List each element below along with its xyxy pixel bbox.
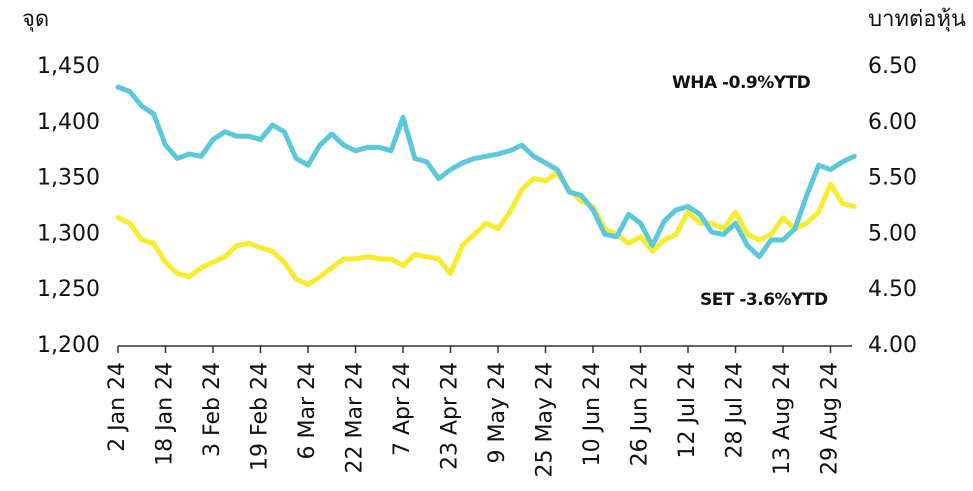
- x-tick-label: 10 Jun 24: [580, 362, 605, 466]
- x-tick-label: 22 Mar 24: [343, 362, 368, 473]
- x-tick-label: 23 Apr 24: [438, 362, 463, 470]
- y2-tick-label: 4.50: [868, 277, 917, 302]
- y2-axis-title: บาทต่อหุ้น: [868, 7, 966, 32]
- y-tick-label: 1,200: [37, 333, 100, 358]
- y-axis-title: จุด: [22, 7, 49, 32]
- y2-tick-label: 5.00: [868, 221, 917, 246]
- x-tick-label: 13 Aug 24: [770, 362, 795, 475]
- y2-tick-label: 5.50: [868, 166, 917, 191]
- y2-tick-label: 4.00: [868, 333, 917, 358]
- y-tick-label: 1,400: [37, 110, 100, 135]
- x-tick-label: 7 Apr 24: [390, 362, 415, 456]
- x-tick-label: 25 May 24: [533, 362, 558, 477]
- x-tick-label: 3 Feb 24: [200, 362, 225, 457]
- y2-tick-label: 6.00: [868, 110, 917, 135]
- y-tick-label: 1,450: [37, 54, 100, 79]
- x-tick-label: 6 Mar 24: [295, 362, 320, 460]
- series-line: [115, 84, 857, 260]
- x-tick-label: 29 Aug 24: [818, 362, 843, 475]
- series-label: WHA -0.9%YTD: [672, 73, 811, 93]
- series-line: [115, 170, 857, 288]
- x-tick-label: 2 Jan 24: [105, 362, 130, 452]
- x-tick-label: 28 Jul 24: [723, 362, 748, 459]
- y-tick-label: 1,300: [37, 221, 100, 246]
- x-tick-label: 19 Feb 24: [248, 362, 273, 471]
- y2-tick-label: 6.50: [868, 54, 917, 79]
- series-label: SET -3.6%YTD: [700, 290, 828, 310]
- x-tick-label: 18 Jan 24: [153, 362, 178, 466]
- y-tick-label: 1,250: [37, 277, 100, 302]
- y-tick-label: 1,350: [37, 166, 100, 191]
- x-tick-label: 9 May 24: [485, 362, 510, 463]
- x-tick-label: 26 Jun 24: [628, 362, 653, 466]
- x-tick-label: 12 Jul 24: [675, 362, 700, 459]
